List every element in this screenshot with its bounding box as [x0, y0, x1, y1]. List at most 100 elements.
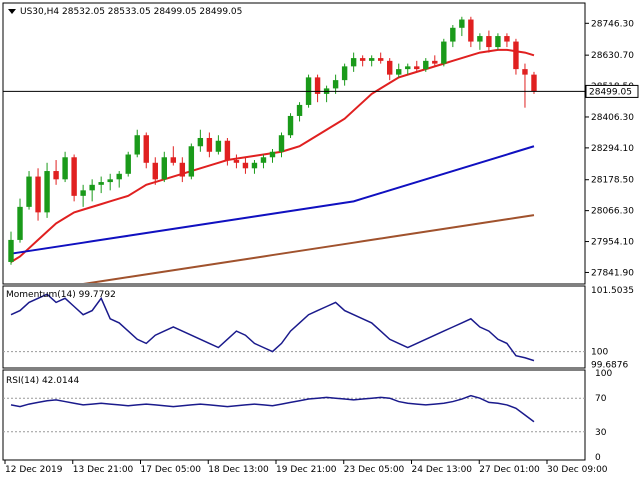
- candle-body: [8, 239, 14, 262]
- rsi-line: [10, 394, 535, 423]
- candle-body: [143, 135, 149, 163]
- rsi-y-label: 70: [595, 394, 607, 404]
- candle-body: [359, 58, 366, 61]
- momentum-y-label: 101.5035: [591, 286, 634, 296]
- candle-body: [233, 160, 240, 163]
- y-tick-label: 27954.10: [591, 238, 634, 248]
- candle-body: [260, 157, 267, 163]
- candle-body: [107, 179, 113, 183]
- x-tick-label: 12 Dec 2019: [5, 465, 63, 475]
- candle-body: [387, 60, 393, 75]
- candle-body: [332, 80, 339, 89]
- candle-body: [197, 137, 204, 147]
- candle-body: [179, 162, 186, 177]
- candle-body: [287, 115, 294, 136]
- candle-body: [486, 36, 492, 48]
- rsi-title: RSI(14) 42.0144: [6, 376, 79, 386]
- x-tick-label: 13 Dec 21:00: [73, 465, 134, 475]
- candle-body: [224, 140, 231, 161]
- rsi-series: 100 70 30 0: [3, 369, 612, 463]
- candle-body: [215, 140, 222, 152]
- candle-body: [531, 74, 537, 92]
- current-price-marker: 28499.05: [3, 84, 639, 98]
- candle-body: [513, 41, 519, 70]
- candle-body: [17, 206, 23, 240]
- momentum-series: 101.5035 100 99.6876: [3, 286, 634, 370]
- candle-body: [450, 27, 456, 42]
- rsi-y-label: 0: [595, 453, 601, 463]
- candle-body: [134, 135, 140, 155]
- candle-body: [44, 171, 50, 213]
- main-y-axis: 28746.3028630.7028518.5028406.3028294.10…: [585, 19, 634, 278]
- current-price-label: 28499.05: [589, 87, 632, 97]
- x-tick-label: 19 Dec 21:00: [276, 465, 337, 475]
- y-tick-label: 28178.50: [591, 176, 634, 186]
- candle-body: [125, 154, 131, 174]
- momentum-title: Momentum(14) 99.7792: [6, 290, 116, 300]
- x-tick-label: 24 Dec 13:00: [412, 465, 473, 475]
- candle-body: [89, 184, 95, 191]
- candle-body: [98, 182, 104, 185]
- candle-body: [350, 58, 357, 67]
- candle-body: [278, 135, 285, 152]
- x-tick-label: 27 Dec 01:00: [479, 465, 540, 475]
- ma-mid-line: [10, 145, 535, 255]
- rsi-pane: [2, 369, 586, 461]
- x-tick-label: 18 Dec 13:00: [208, 465, 269, 475]
- candle-body: [441, 41, 447, 64]
- momentum-y-label: 99.6876: [591, 360, 628, 370]
- ma-slow-line: [83, 214, 535, 283]
- candle-body: [405, 66, 411, 70]
- candle-body: [62, 157, 68, 180]
- candle-body: [242, 162, 249, 169]
- candle-body: [341, 66, 348, 81]
- candle-body: [477, 36, 483, 42]
- ohlc-label: 28532.05 28533.05 28499.05 28499.05: [62, 7, 242, 17]
- y-tick-label: 28294.10: [591, 144, 634, 154]
- candle-body: [504, 36, 510, 42]
- candle-body: [522, 69, 528, 75]
- candle-body: [423, 60, 429, 70]
- symbol-dropdown-icon[interactable]: [8, 9, 16, 14]
- y-tick-label: 27841.90: [591, 268, 634, 278]
- candle-body: [459, 19, 465, 28]
- x-tick-label: 23 Dec 05:00: [344, 465, 405, 475]
- candle-body: [314, 77, 321, 94]
- candle-body: [414, 66, 420, 70]
- x-tick-label: 30 Dec 09:00: [547, 465, 608, 475]
- candle-body: [206, 137, 213, 152]
- y-tick-label: 28746.30: [591, 19, 634, 29]
- candle-body: [468, 19, 474, 42]
- candle-body: [80, 190, 86, 196]
- candle-body: [368, 58, 375, 61]
- rsi-y-label: 30: [595, 428, 607, 438]
- time-axis: 12 Dec 2019 13 Dec 21:00 17 Dec 05:00 18 De…: [4, 460, 608, 475]
- candle-body: [251, 162, 258, 169]
- candle-body: [396, 69, 402, 75]
- candle-body: [432, 60, 438, 64]
- candle-body: [188, 146, 195, 177]
- current-price-box: [585, 84, 639, 98]
- momentum-line: [10, 293, 535, 362]
- candle-body: [296, 104, 303, 116]
- candle-body: [116, 173, 122, 180]
- rsi-y-label: 100: [595, 369, 612, 379]
- candle-body: [269, 151, 276, 158]
- y-tick-label: 28066.30: [591, 207, 634, 217]
- momentum-y-label: 100: [591, 348, 608, 358]
- candle-body: [161, 157, 167, 180]
- candle-body: [377, 58, 384, 61]
- y-tick-label: 28406.30: [591, 113, 634, 123]
- candle-body: [170, 157, 177, 163]
- x-tick-label: 17 Dec 05:00: [141, 465, 202, 475]
- y-tick-label: 28630.70: [591, 51, 634, 61]
- main-chart-pane: [2, 2, 586, 285]
- candle-body: [26, 176, 32, 207]
- candlestick-series: [8, 16, 537, 265]
- candle-body: [71, 157, 77, 196]
- candle-body: [152, 162, 158, 180]
- candle-body: [35, 176, 41, 213]
- candle-body: [495, 36, 501, 48]
- symbol-label: US30,H4: [20, 7, 59, 17]
